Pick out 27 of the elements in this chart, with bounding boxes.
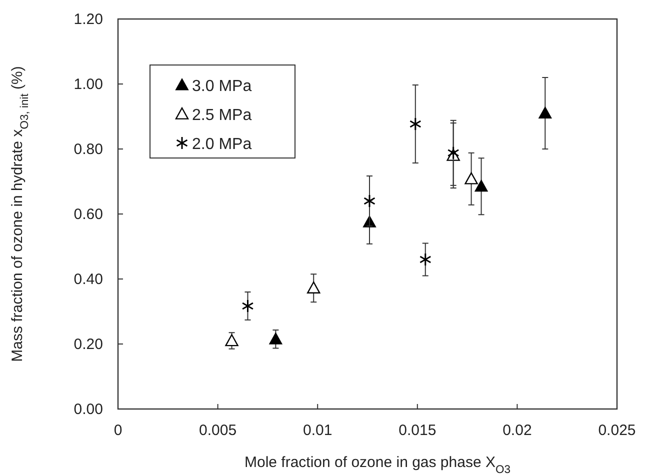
y-tick-label: 0.00: [74, 401, 103, 418]
x-tick-label: 0.005: [199, 422, 237, 439]
y-tick-label: 0.40: [74, 271, 103, 288]
point: [307, 282, 320, 294]
y-tick-label: 1.00: [74, 76, 103, 93]
point: [269, 332, 282, 344]
x-tick-label: 0.025: [598, 422, 636, 439]
y-tick-label: 0.80: [74, 141, 103, 158]
point: [242, 299, 254, 313]
point: [364, 194, 376, 208]
y-tick-label: 1.20: [74, 11, 103, 28]
y-tick-label: 0.60: [74, 206, 103, 223]
point: [409, 117, 422, 131]
point: [474, 180, 488, 192]
point: [538, 106, 552, 119]
legend-label: 3.0 MPa: [192, 78, 252, 95]
x-tick-label: 0: [114, 422, 122, 439]
x-tick-label: 0.015: [398, 422, 436, 439]
point: [464, 172, 478, 184]
legend-label: 2.0 MPa: [192, 136, 252, 153]
x-tick-label: 0.02: [502, 422, 532, 439]
legend-label: 2.5 MPa: [192, 107, 252, 124]
point: [225, 334, 238, 346]
x-axis-title: Mole fraction of ozone in gas phase X$_{O3}$: [244, 454, 511, 475]
point: [419, 252, 432, 266]
y-tick-label: 0.20: [74, 336, 103, 353]
x-tick-label: 0.01: [303, 422, 332, 439]
